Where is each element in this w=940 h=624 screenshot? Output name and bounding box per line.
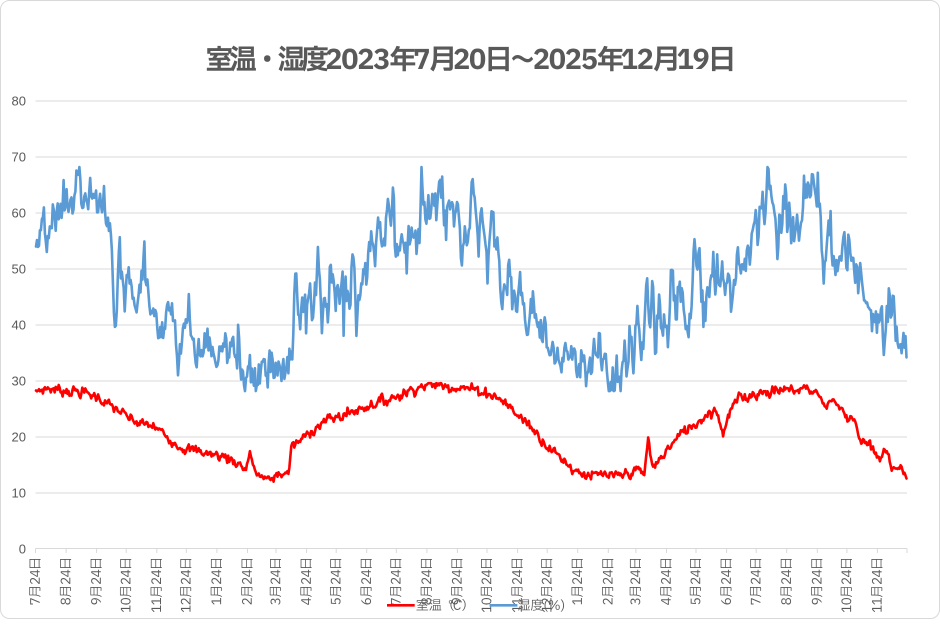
svg-text:20: 20 bbox=[12, 430, 26, 445]
svg-text:10: 10 bbox=[12, 486, 26, 501]
svg-text:40: 40 bbox=[12, 318, 26, 333]
svg-text:0: 0 bbox=[19, 542, 26, 557]
svg-text:70: 70 bbox=[12, 150, 26, 165]
svg-text:80: 80 bbox=[12, 94, 26, 109]
svg-text:60: 60 bbox=[12, 206, 26, 221]
svg-text:30: 30 bbox=[12, 374, 26, 389]
svg-text:50: 50 bbox=[12, 262, 26, 277]
